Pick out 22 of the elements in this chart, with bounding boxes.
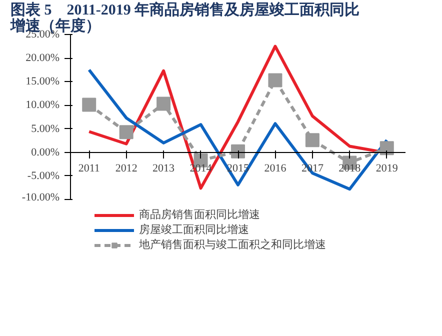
point	[268, 73, 282, 88]
legend-label: 地产销售面积与竣工面积之和同比增速	[138, 238, 326, 252]
y-tick-label: 20.00%	[26, 52, 60, 64]
x-tick-label: 2011	[78, 162, 100, 174]
point	[305, 133, 320, 148]
y-tick-label: 5.00%	[31, 122, 60, 135]
point	[156, 96, 171, 111]
x-tick-label: 2018	[338, 162, 362, 174]
y-tick-label: -5.00%	[27, 170, 60, 182]
point	[82, 98, 96, 112]
y-tick-label: 10.00%	[26, 99, 60, 112]
point	[119, 125, 134, 140]
y-tick-label: 0.00%	[31, 146, 60, 158]
point	[380, 141, 394, 156]
x-tick-label: 2016	[264, 162, 287, 174]
y-tick-label: -10.00%	[22, 192, 60, 204]
x-tick-label: 2013	[152, 162, 176, 174]
legend-label: 房屋竣工面积同比增速	[138, 222, 249, 237]
x-tick-label: 2019	[376, 162, 398, 174]
x-tick-label: 2012	[115, 162, 138, 174]
legend-label: 商品房销售面积同比增速	[138, 208, 260, 222]
y-tick-label: 15.00%	[26, 76, 60, 88]
